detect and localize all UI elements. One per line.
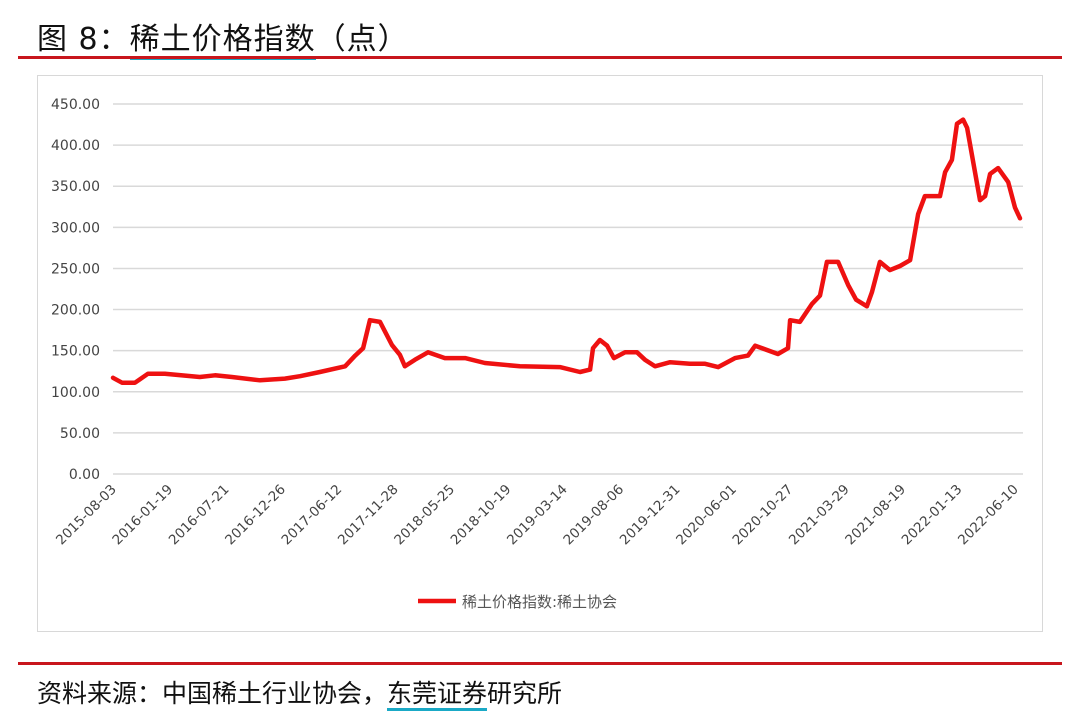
y-tick-label: 200.00 bbox=[51, 303, 100, 319]
y-tick-label: 350.00 bbox=[51, 179, 100, 195]
source-note: 资料来源：中国稀土行业协会，东莞证券研究所 bbox=[37, 674, 563, 711]
y-tick-label: 50.00 bbox=[60, 426, 100, 442]
figure-unit: （点） bbox=[315, 22, 409, 57]
series-line bbox=[110, 117, 1023, 385]
x-tick-label: 2022-06-10 bbox=[955, 482, 1022, 549]
source-rule bbox=[18, 662, 1062, 665]
y-tick-label: 150.00 bbox=[51, 344, 100, 360]
source-suffix: 研究所 bbox=[487, 679, 563, 708]
figure-title: 图 8：稀土价格指数（点） bbox=[37, 14, 409, 60]
y-tick-label: 100.00 bbox=[51, 385, 100, 401]
source-prefix: 资料来源：中国稀土行业协会， bbox=[37, 679, 388, 708]
figure-number: 图 8： bbox=[37, 22, 130, 57]
title-rule bbox=[18, 56, 1062, 59]
y-tick-label: 250.00 bbox=[51, 261, 100, 277]
y-tick-label: 450.00 bbox=[51, 97, 100, 113]
y-tick-label: 0.00 bbox=[69, 467, 100, 483]
y-tick-label: 300.00 bbox=[51, 220, 100, 236]
y-tick-label: 400.00 bbox=[51, 138, 100, 154]
source-highlight: 东莞证券 bbox=[387, 679, 488, 711]
figure-title-main: 稀土价格指数 bbox=[129, 22, 316, 60]
legend-label: 稀土价格指数:稀土协会 bbox=[462, 593, 617, 611]
chart-frame bbox=[37, 75, 1043, 632]
